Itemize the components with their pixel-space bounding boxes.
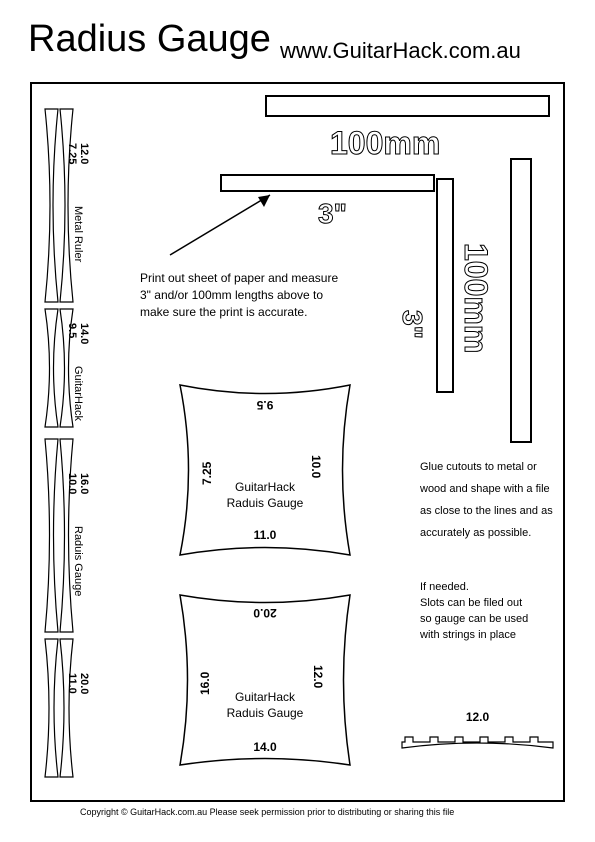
label-3in-v: 3" [396, 310, 428, 339]
page-url: www.GuitarHack.com.au [280, 38, 521, 64]
ruler-100mm-v [510, 158, 532, 443]
ruler-lbl1: Metal Ruler [72, 206, 84, 262]
copyright-text: Copyright © GuitarHack.com.au Please see… [80, 807, 454, 817]
gauge-2: 20.0 16.0 12.0 14.0 GuitarHack Raduis Ga… [175, 590, 355, 770]
ruler-3in-v [436, 178, 454, 393]
ruler4-top: 20.0 [78, 673, 90, 694]
ruler-lbl2: GuitarHack [72, 366, 84, 421]
gauge-1: 9.5 7.25 10.0 11.0 GuitarHack Raduis Gau… [175, 380, 355, 560]
ruler1-top: 12.0 [78, 143, 90, 164]
label-100mm-v: 100mm [457, 243, 494, 353]
ruler2-bot: 9.5 [66, 323, 78, 338]
ruler1-bot: 7.25 [66, 143, 78, 164]
g2-right: 12.0 [311, 665, 325, 688]
instructions-print: Print out sheet of paper and measure 3" … [140, 270, 340, 320]
g1-center1: GuitarHack [175, 480, 355, 494]
instructions-glue-1: Glue cutouts to metal or [420, 458, 537, 478]
g1-top: 9.5 [175, 398, 355, 412]
g1-center2: Raduis Gauge [175, 496, 355, 510]
instructions-slots-2: Slots can be filed out [420, 596, 522, 611]
instructions-glue-3: as close to the lines and as [420, 502, 553, 522]
ruler2-top: 14.0 [78, 323, 90, 344]
instructions-glue-2: wood and shape with a file [420, 480, 550, 500]
page-title: Radius Gauge [28, 18, 271, 61]
instructions-slots-4: with strings in place [420, 628, 516, 643]
g2-top: 20.0 [175, 606, 355, 620]
ruler-shape-4 [44, 638, 74, 778]
slot-gauge: 12.0 [400, 710, 555, 750]
ruler-shape-3 [44, 438, 74, 633]
ruler-group: 12.0 7.25 Metal Ruler 14.0 9.5 GuitarHac… [44, 98, 114, 778]
g1-right: 10.0 [309, 455, 323, 478]
g1-bottom: 11.0 [175, 528, 355, 542]
g2-center2: Raduis Gauge [175, 706, 355, 720]
ruler3-bot: 10.0 [66, 473, 78, 494]
ruler-shape-1 [44, 108, 74, 303]
label-3in-h: 3" [318, 198, 347, 230]
arrow-icon [160, 185, 290, 265]
instructions-slots-3: so gauge can be used [420, 612, 528, 627]
ruler3-top: 16.0 [78, 473, 90, 494]
label-100mm-h: 100mm [330, 125, 440, 162]
g2-bottom: 14.0 [175, 740, 355, 754]
g2-center1: GuitarHack [175, 690, 355, 704]
ruler-lbl3: Raduis Gauge [72, 526, 84, 596]
instructions-slots-1: If needed. [420, 580, 469, 595]
ruler-100mm-h [265, 95, 550, 117]
ruler4-bot: 11.0 [66, 673, 78, 694]
instructions-glue-4: accurately as possible. [420, 524, 531, 544]
